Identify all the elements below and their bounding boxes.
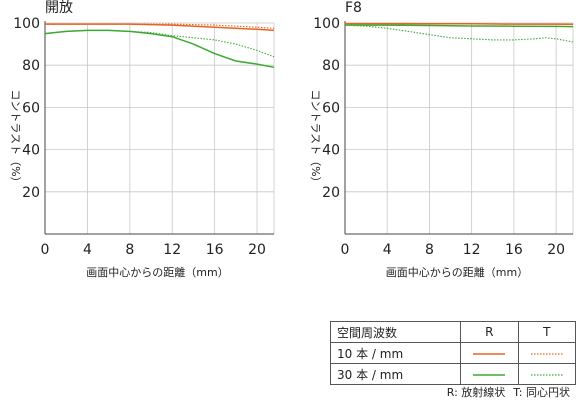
x-tick-label: 12 [463, 242, 481, 258]
x-tick-label: 4 [383, 242, 392, 258]
y-axis-label: コントラスト（%） [9, 89, 22, 187]
x-tick-label: 8 [425, 242, 434, 258]
chart-title: F8 [345, 0, 362, 16]
x-tick-label: 16 [505, 242, 523, 258]
x-tick-label: 8 [125, 242, 134, 258]
footnote-t: T: 同心円状 [513, 386, 570, 399]
legend-swatch-30-r [460, 363, 519, 385]
series-line-2 [345, 23, 574, 25]
y-axis-label: コントラスト（%） [309, 89, 322, 187]
legend-label-10: 10 本 / mm [329, 342, 462, 364]
footnote-r: R: 放射線状 [446, 386, 506, 399]
y-tick-label: 60 [322, 100, 340, 116]
legend-line-10-r [473, 353, 506, 355]
legend-swatch-30-t [517, 363, 576, 385]
legend-header-r: R [460, 321, 519, 343]
x-tick-label: 0 [341, 242, 350, 258]
legend-line-10-t [530, 353, 563, 355]
x-axis-label: 画面中心からの距離（mm） [86, 265, 228, 279]
legend-row-30: 30 本 / mm [329, 363, 576, 385]
series-line-4 [344, 24, 574, 43]
x-tick-label: 12 [163, 242, 181, 258]
legend-label-30: 30 本 / mm [329, 363, 462, 385]
y-tick-label: 80 [22, 58, 40, 74]
x-tick-label: 0 [41, 242, 50, 258]
x-tick-label: 20 [547, 242, 565, 258]
y-tick-label: 20 [322, 185, 340, 201]
y-tick-label: 40 [22, 143, 40, 159]
legend-line-30-r [473, 374, 506, 376]
chart-panel-2: 20 40 60 80 100 0 4 8 12 16 20 F8 画面中心からの距離（mm） コントラス… [309, 0, 574, 279]
legend-row-10: 10 本 / mm [329, 342, 576, 364]
x-tick-label: 20 [248, 242, 266, 258]
legend-header-frequency: 空間周波数 [329, 321, 462, 343]
series-line-3 [345, 24, 574, 28]
chart-title: 開放 [45, 0, 73, 16]
y-tick-label: 60 [22, 100, 40, 116]
x-axis-label: 画面中心からの距離（mm） [386, 265, 528, 279]
legend-header-t: T [517, 321, 576, 343]
y-tick-label: 100 [13, 16, 40, 32]
legend-line-30-t [530, 374, 563, 376]
legend-table: 空間周波数 R T 10 本 / mm 30 本 / mm [329, 321, 576, 385]
y-tick-label: 100 [313, 16, 340, 32]
series-line-1 [45, 23, 275, 32]
y-tick-label: 40 [322, 143, 340, 159]
series-line-4 [44, 29, 275, 58]
legend-swatch-10-r [460, 342, 519, 364]
x-tick-label: 16 [206, 242, 224, 258]
series-line-3 [44, 29, 275, 69]
legend-swatch-10-t [517, 342, 576, 364]
legend-header-row: 空間周波数 R T [329, 321, 576, 343]
x-tick-label: 4 [83, 242, 92, 258]
y-tick-label: 80 [322, 58, 340, 74]
y-tick-label: 20 [22, 185, 40, 201]
series-line-2 [45, 23, 275, 29]
footnote: R: 放射線状 T: 同心円状 [447, 384, 570, 400]
